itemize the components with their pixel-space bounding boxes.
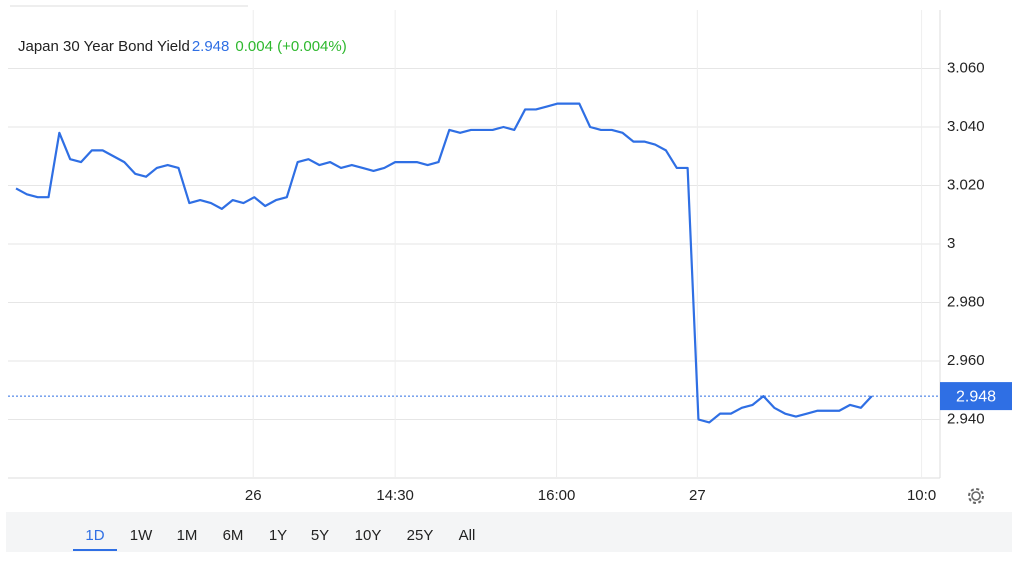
range-button[interactable]: 1D bbox=[85, 527, 104, 544]
header: Japan 30 Year Bond Yield 2.948 0.004 (+0.0… bbox=[18, 38, 347, 55]
range-button[interactable]: All bbox=[459, 527, 476, 544]
range-bar bbox=[6, 512, 1012, 552]
current-value-label: 2.948 bbox=[956, 388, 996, 405]
current-value: 2.948 bbox=[191, 38, 230, 55]
range-button[interactable]: 1Y bbox=[269, 527, 287, 544]
range-button[interactable]: 6M bbox=[223, 527, 244, 544]
y-tick-label: 2.980 bbox=[947, 293, 985, 310]
range-button[interactable]: 25Y bbox=[407, 527, 434, 544]
y-tick-label: 2.960 bbox=[947, 352, 985, 369]
current-value-tag bbox=[940, 382, 1012, 411]
y-tick-label: 3 bbox=[947, 235, 955, 252]
x-tick-label: 27 bbox=[689, 487, 706, 504]
y-tick-label: 2.940 bbox=[947, 410, 985, 427]
x-tick-label: 16:00 bbox=[538, 487, 576, 504]
range-button[interactable]: 10Y bbox=[355, 527, 382, 544]
y-tick-label: 3.020 bbox=[947, 176, 985, 193]
change-pct: (+0.004%) bbox=[277, 38, 347, 55]
range-active-underline bbox=[73, 549, 117, 551]
y-tick-label: 3.040 bbox=[947, 118, 985, 135]
range-button[interactable]: 1M bbox=[177, 527, 198, 544]
range-button[interactable]: 1W bbox=[130, 527, 153, 544]
series-line bbox=[15, 102, 873, 424]
title: Japan 30 Year Bond Yield bbox=[18, 38, 190, 55]
change: 0.004 bbox=[235, 38, 273, 55]
x-tick-label: 14:30 bbox=[376, 487, 414, 504]
y-tick-label: 3.060 bbox=[947, 59, 985, 76]
range-button[interactable]: 5Y bbox=[311, 527, 329, 544]
x-tick-label: 10:0 bbox=[907, 487, 936, 504]
settings-icon[interactable] bbox=[968, 488, 984, 504]
x-tick-label: 26 bbox=[245, 487, 262, 504]
